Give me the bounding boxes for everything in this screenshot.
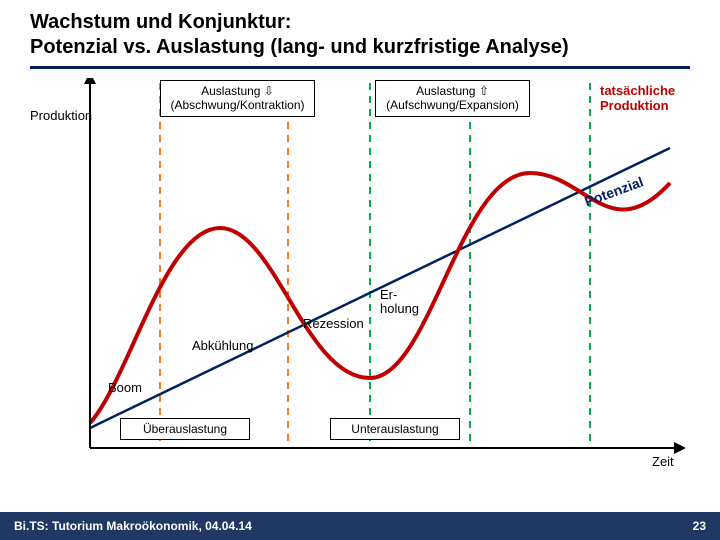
box-ueberauslastung: Überauslastung xyxy=(120,418,250,440)
slide-title: Wachstum und Konjunktur: Potenzial vs. A… xyxy=(30,10,690,69)
x-axis-label: Zeit xyxy=(652,454,674,469)
box-unterauslastung: Unterauslastung xyxy=(330,418,460,440)
y-axis-label: Produktion xyxy=(30,108,92,123)
box-auslastung-down: Auslastung ⇩ (Abschwung/Kontraktion) xyxy=(160,80,315,117)
box-down-line2: (Abschwung/Kontraktion) xyxy=(170,98,304,112)
box-auslastung-up: Auslastung ⇧ (Aufschwung/Expansion) xyxy=(375,80,530,117)
slide: Wachstum und Konjunktur: Potenzial vs. A… xyxy=(0,0,720,540)
box-up-line1: Auslastung ⇧ xyxy=(416,84,489,98)
box-down-line1: Auslastung ⇩ xyxy=(201,84,274,98)
title-line-2: Potenzial vs. Auslastung (lang- und kurz… xyxy=(30,36,569,58)
business-cycle-chart: Produktion Zeit Potenzial tatsächliche P… xyxy=(30,78,690,478)
phase-boom: Boom xyxy=(108,380,142,395)
box-up-line2: (Aufschwung/Expansion) xyxy=(386,98,519,112)
footer-text: Bi.TS: Tutorium Makroökonomik, 04.04.14 xyxy=(14,519,252,533)
page-number: 23 xyxy=(693,519,706,533)
legend-actual-production: tatsächliche Produktion xyxy=(600,84,690,114)
phase-rezession: Rezession xyxy=(303,316,364,331)
title-line-1: Wachstum und Konjunktur: xyxy=(30,11,291,33)
phase-abkuehlung: Abkühlung xyxy=(192,338,253,353)
slide-footer: Bi.TS: Tutorium Makroökonomik, 04.04.14 … xyxy=(0,512,720,540)
phase-erholung: Er- holung xyxy=(380,288,419,317)
